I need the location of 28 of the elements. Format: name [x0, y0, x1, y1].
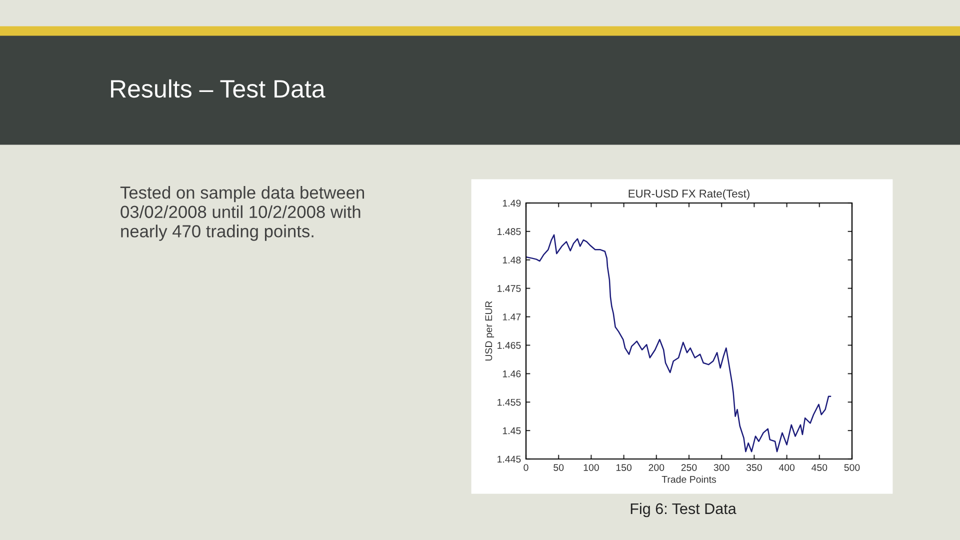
chart-title: EUR-USD FX Rate(Test): [628, 189, 750, 200]
y-tick-label: 1.455: [498, 398, 521, 406]
x-tick-label: 400: [778, 464, 795, 471]
x-tick-label: 50: [554, 464, 564, 471]
y-tick-label: 1.48: [502, 256, 521, 264]
y-axis-title: USD per EUR: [485, 301, 494, 361]
caption: Fig 6: Test Data: [630, 502, 736, 518]
text: Results – Test Data: [111, 79, 326, 98]
y-tick-label: 1.45: [502, 427, 521, 434]
x-tick-label: 500: [844, 464, 860, 471]
line-series: [526, 234, 832, 452]
x-tick-label: 350: [746, 464, 762, 471]
x-tick-label: 0: [524, 464, 528, 471]
y-tick-label: 1.47: [502, 314, 521, 320]
x-tick-label: 250: [681, 464, 697, 471]
text: Tested on sample data between 03/02/2008 until 10/2/2008 with nearly 470 trading points.: [120, 186, 364, 241]
x-tick-label: 200: [648, 464, 664, 471]
x-tick-label: 300: [714, 464, 730, 471]
y-tick-label: 1.445: [498, 456, 521, 463]
x-tick-label: 150: [616, 464, 632, 471]
x-tick-label: 100: [584, 464, 599, 471]
y-tick-label: 1.49: [502, 200, 521, 207]
y-tick-label: 1.46: [502, 370, 521, 378]
y-tick-label: 1.465: [498, 342, 521, 349]
x-axis-title: Trade Points: [662, 476, 716, 483]
x-tick-label: 450: [812, 464, 828, 471]
y-tick-label: 1.475: [498, 285, 521, 292]
y-tick-label: 1.485: [498, 228, 521, 236]
